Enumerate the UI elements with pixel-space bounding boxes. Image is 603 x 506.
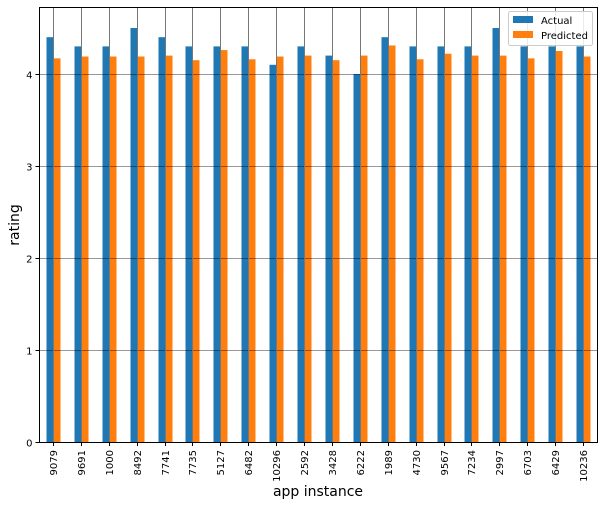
x-tick-label: 1000 bbox=[105, 450, 116, 475]
x-tick-label: 9079 bbox=[49, 450, 60, 475]
x-tick-label: 9567 bbox=[440, 450, 451, 475]
bar-predicted bbox=[248, 59, 256, 442]
bar-predicted bbox=[471, 55, 479, 442]
bar-actual bbox=[437, 46, 445, 443]
bar-predicted bbox=[53, 58, 61, 443]
bar-actual bbox=[520, 46, 528, 443]
x-axis-label: app instance bbox=[273, 484, 363, 500]
x-tick-label: 1989 bbox=[384, 450, 395, 475]
x-tick-label: 10236 bbox=[579, 450, 590, 482]
bar-actual bbox=[325, 55, 333, 442]
y-tick-label: 4 bbox=[26, 71, 32, 82]
plot-frame bbox=[39, 7, 598, 443]
y-tick-label: 2 bbox=[26, 255, 32, 266]
x-tick-label: 3428 bbox=[328, 450, 339, 475]
bar-actual bbox=[409, 46, 417, 443]
legend-swatch-actual bbox=[513, 16, 533, 23]
bars bbox=[46, 28, 591, 443]
y-tick-label: 0 bbox=[26, 439, 32, 450]
legend: Actual Predicted bbox=[508, 11, 593, 46]
bar-predicted bbox=[137, 56, 145, 443]
bar-actual bbox=[130, 28, 138, 442]
x-tick-label: 4730 bbox=[412, 450, 423, 475]
x-tick-label: 6222 bbox=[356, 450, 367, 475]
bar-actual bbox=[381, 37, 389, 442]
bar-actual bbox=[158, 37, 166, 442]
bar-actual bbox=[576, 46, 584, 443]
bar-predicted bbox=[276, 56, 284, 443]
legend-swatch-predicted bbox=[513, 31, 533, 38]
bar-predicted bbox=[555, 51, 563, 442]
bar-predicted bbox=[304, 55, 312, 442]
bar-predicted bbox=[81, 56, 89, 443]
bar-predicted bbox=[499, 55, 507, 442]
bar-predicted bbox=[109, 56, 117, 443]
y-tick-label: 3 bbox=[26, 163, 32, 174]
bar-actual bbox=[548, 46, 556, 443]
bar-predicted bbox=[192, 60, 200, 442]
bar-predicted bbox=[388, 45, 396, 442]
bar-predicted bbox=[360, 55, 368, 442]
bar-predicted bbox=[527, 58, 535, 443]
bar-actual bbox=[46, 37, 54, 442]
x-tick-label: 6482 bbox=[244, 450, 255, 475]
bar-actual bbox=[269, 64, 277, 443]
bar-actual bbox=[185, 46, 193, 443]
x-tick-label: 6703 bbox=[523, 450, 534, 475]
bar-actual bbox=[102, 46, 110, 443]
x-tick-label: 7234 bbox=[467, 450, 478, 475]
bar-actual bbox=[353, 74, 361, 442]
y-tick-label: 1 bbox=[26, 347, 32, 358]
bar-actual bbox=[297, 46, 305, 443]
bar-actual bbox=[241, 46, 249, 443]
legend-label-actual: Actual bbox=[541, 16, 572, 27]
grid-lines bbox=[39, 7, 598, 443]
x-tick-label: 10296 bbox=[272, 450, 283, 482]
bar-predicted bbox=[332, 60, 340, 442]
x-tick-label: 7741 bbox=[161, 450, 172, 475]
x-tick-label: 8492 bbox=[133, 450, 144, 475]
x-tick-label: 2592 bbox=[300, 450, 311, 475]
x-tick-label: 2997 bbox=[495, 450, 506, 475]
bar-predicted bbox=[416, 59, 424, 442]
y-axis-ticks: 0 1 2 3 4 bbox=[26, 71, 40, 450]
bar-actual bbox=[492, 28, 500, 442]
legend-label-predicted: Predicted bbox=[541, 31, 588, 42]
bar-actual bbox=[464, 46, 472, 443]
bar-predicted bbox=[444, 53, 452, 442]
y-axis-label: rating bbox=[7, 204, 23, 245]
x-axis-ticks: 9079 9691 1000 8492 7741 7735 5127 6482 10296 259… bbox=[49, 442, 590, 482]
bar-actual bbox=[213, 46, 221, 443]
x-tick-label: 6429 bbox=[551, 450, 562, 475]
x-tick-label: 9691 bbox=[77, 450, 88, 475]
x-tick-label: 5127 bbox=[216, 450, 227, 475]
bar-actual bbox=[74, 46, 82, 443]
x-tick-label: 7735 bbox=[188, 450, 199, 475]
bar-predicted bbox=[220, 50, 228, 442]
bar-predicted bbox=[165, 55, 173, 442]
bar-predicted bbox=[583, 56, 591, 443]
